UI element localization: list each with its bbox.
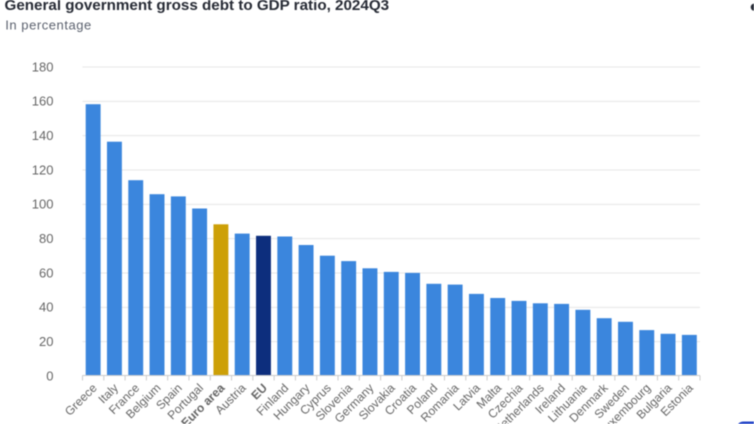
svg-text:40: 40: [39, 300, 53, 315]
svg-text:60: 60: [39, 265, 53, 280]
svg-text:0: 0: [46, 368, 53, 383]
svg-text:140: 140: [32, 128, 54, 143]
svg-text:In percentage: In percentage: [5, 18, 92, 33]
svg-text:80: 80: [39, 231, 53, 246]
svg-text:100: 100: [32, 197, 54, 212]
svg-text:20: 20: [39, 334, 53, 349]
svg-text:120: 120: [32, 162, 54, 177]
svg-text:180: 180: [32, 59, 54, 74]
svg-text:160: 160: [32, 94, 54, 109]
svg-text:General government gross debt: General government gross debt to GDP rat…: [5, 0, 390, 14]
